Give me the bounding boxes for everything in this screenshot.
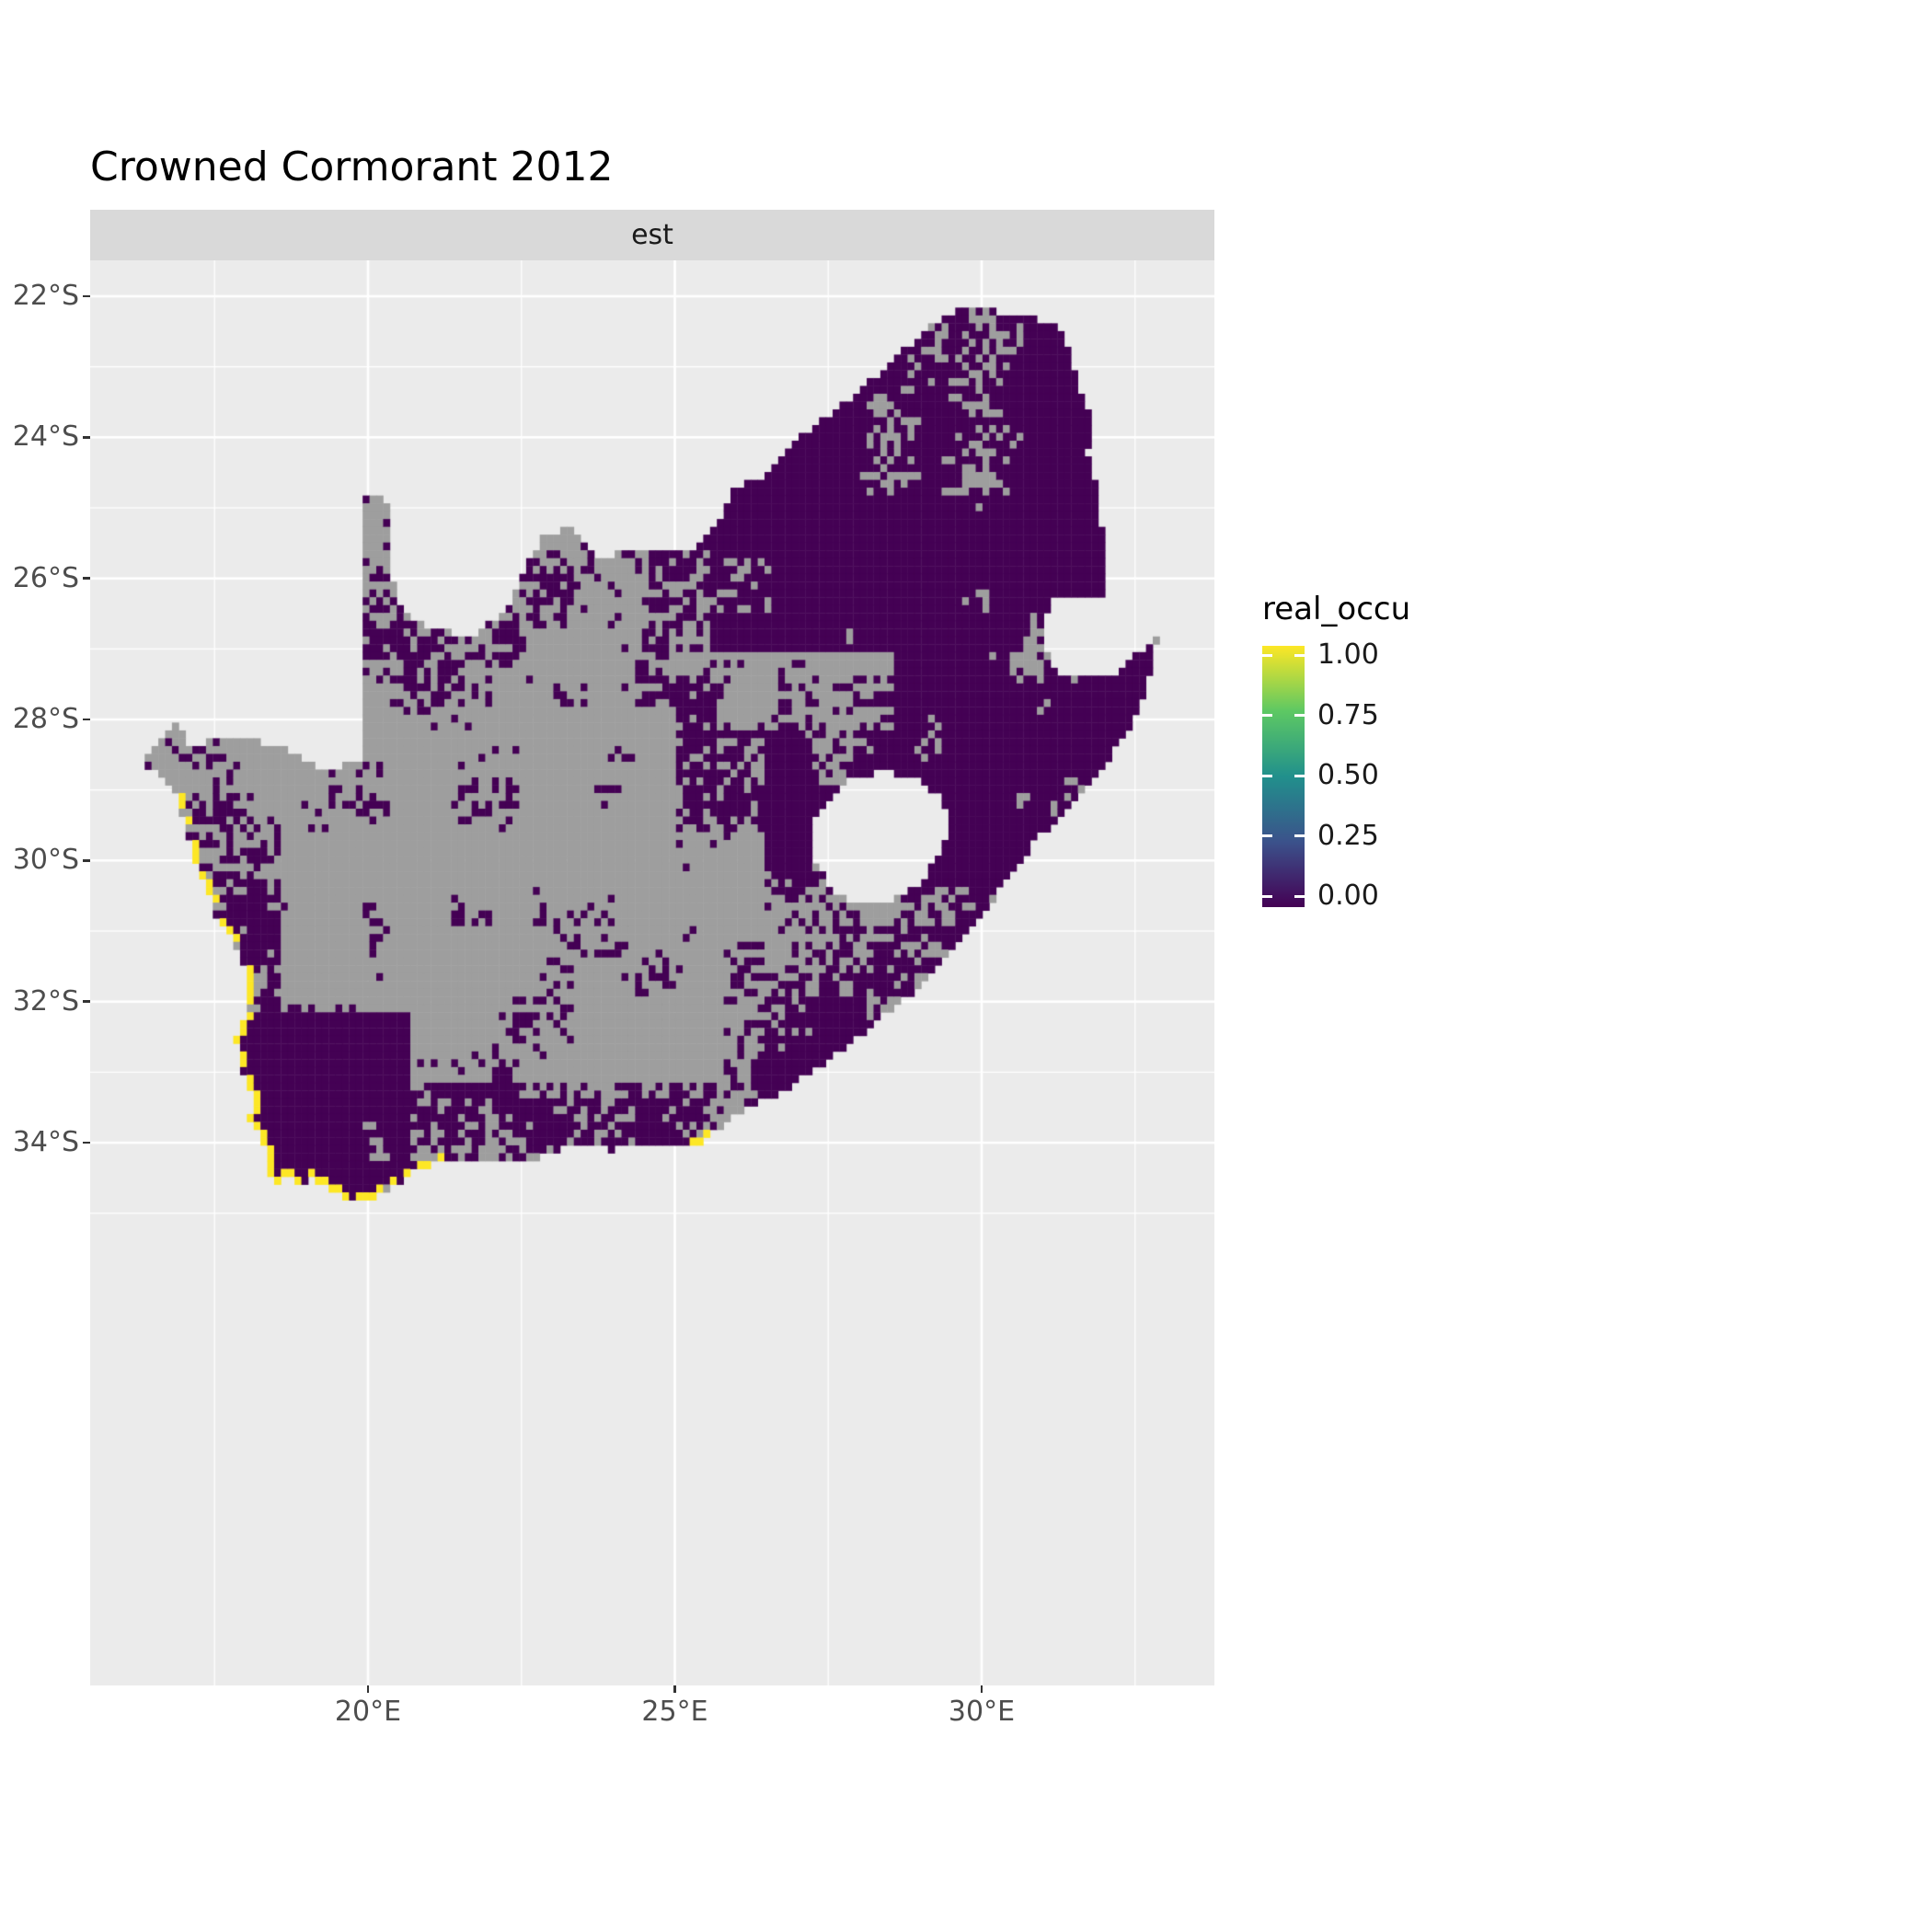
y-tick-label: 30°S [12, 844, 79, 877]
y-tick-mark [83, 1141, 90, 1144]
facet-strip: est [90, 210, 1214, 260]
facet-strip-label: est [631, 219, 673, 251]
legend-tick-label: 0.50 [1317, 759, 1379, 791]
y-tick-mark [83, 436, 90, 439]
y-tick-mark [83, 577, 90, 580]
x-tick-mark [980, 1685, 983, 1693]
y-tick-mark [83, 859, 90, 862]
x-tick-label: 25°E [641, 1696, 708, 1728]
y-tick-label: 34°S [12, 1126, 79, 1159]
y-tick-mark [83, 718, 90, 721]
legend-bar-tick [1262, 653, 1272, 657]
y-tick-label: 26°S [12, 561, 79, 594]
legend-bar-tick [1294, 834, 1305, 837]
legend-bar-tick [1294, 894, 1305, 898]
x-tick-mark [366, 1685, 370, 1693]
legend-bar-tick [1262, 774, 1272, 777]
y-tick-mark [83, 294, 90, 298]
legend-bar-tick [1294, 714, 1305, 717]
legend-bar-tick [1262, 894, 1272, 898]
map-canvas [90, 260, 1214, 1685]
x-tick-mark [673, 1685, 676, 1693]
legend-title: real_occu [1262, 591, 1411, 627]
y-tick-mark [83, 1000, 90, 1003]
y-tick-label: 28°S [12, 703, 79, 736]
x-tick-label: 20°E [334, 1696, 402, 1728]
legend-bar-tick [1262, 834, 1272, 837]
legend-bar-tick [1294, 774, 1305, 777]
legend-tick-label: 0.00 [1317, 880, 1379, 912]
legend-tick-label: 0.75 [1317, 698, 1379, 731]
x-tick-label: 30°E [948, 1696, 1016, 1728]
plot-title: Crowned Cormorant 2012 [90, 144, 614, 190]
y-tick-label: 22°S [12, 280, 79, 312]
y-tick-label: 24°S [12, 420, 79, 454]
legend-tick-label: 1.00 [1317, 638, 1379, 671]
legend-bar-tick [1262, 714, 1272, 717]
legend-tick-label: 0.25 [1317, 819, 1379, 852]
y-tick-label: 32°S [12, 984, 79, 1018]
legend-bar-tick [1294, 653, 1305, 657]
